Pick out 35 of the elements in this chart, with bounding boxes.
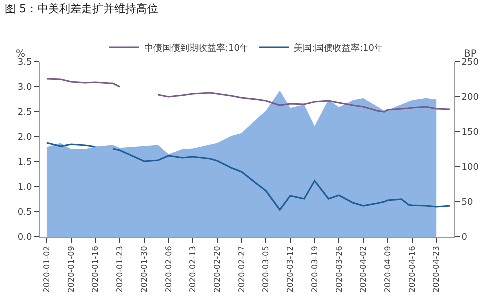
x-tick-label: 2020-04-16 [408, 246, 417, 293]
x-tick-label: 2020-01-16 [91, 246, 100, 293]
y-tick-label: 2.0 [18, 133, 32, 144]
x-tick-label: 2020-03-05 [262, 246, 271, 293]
y2-tick-label: 150 [462, 128, 480, 138]
y2-tick-label: 0 [462, 233, 468, 244]
y2-tick-label: 200 [462, 93, 480, 104]
y2-tick-label: 250 [462, 58, 480, 68]
y-tick-label: 0.0 [18, 233, 32, 244]
y-tick-label: 1.0 [18, 183, 32, 194]
x-tick-label: 2020-04-02 [359, 246, 368, 293]
y2-tick-label: 50 [462, 198, 474, 208]
x-tick-label: 2020-04-23 [432, 246, 442, 293]
x-tick-label: 2020-03-19 [310, 246, 320, 293]
x-tick-label: 2020-04-09 [384, 246, 392, 293]
y-tick-label: 2.5 [18, 108, 32, 118]
x-tick-label: 2020-02-27 [237, 246, 246, 293]
y-tick-label: 3.5 [18, 58, 32, 68]
x-tick-label: 2020-01-09 [66, 246, 76, 293]
chart-title: 图 5：中美利差走扩并维持高位 [5, 2, 158, 16]
x-tick-label: 2020-02-20 [213, 246, 222, 293]
y2-tick-label: 100 [462, 163, 480, 174]
x-tick-label: 2020-02-06 [164, 246, 174, 293]
x-tick-label: 2020-01-23 [116, 246, 125, 293]
x-tick-label: 2020-02-13 [188, 246, 198, 293]
legend-label: 美国:国债收益率:10年 [294, 43, 384, 54]
x-tick-label: 2020-01-02 [42, 246, 52, 293]
x-tick-label: 2020-01-30 [140, 246, 149, 293]
x-tick-label: 2020-03-12 [286, 246, 296, 293]
y2-axis-title: BP [464, 49, 477, 60]
x-tick-label: 2020-03-26 [334, 246, 344, 293]
y-tick-label: 3.0 [18, 83, 32, 94]
y-tick-label: 0.5 [18, 208, 32, 218]
y-tick-label: 1.5 [18, 158, 32, 168]
legend-label: 中债国债到期收益率:10年 [144, 43, 249, 54]
